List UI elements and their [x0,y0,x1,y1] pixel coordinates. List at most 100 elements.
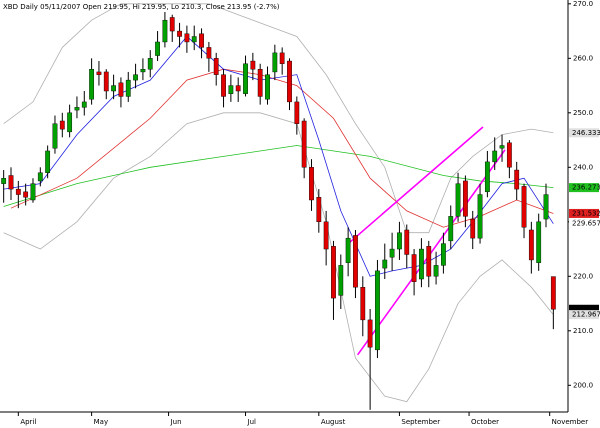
candle-body [8,175,14,190]
price-label-box [569,310,599,320]
candle-body [250,60,256,70]
candle-body [96,71,102,75]
candle-body [462,180,468,217]
candle-body [309,167,314,201]
price-label: 212.967 [572,311,600,319]
y-tick-label: 220.0 [573,272,593,280]
indicator-line [3,145,554,207]
candle-body [397,232,402,250]
candle-body [331,246,336,299]
candle-body [528,229,534,261]
x-tick-label: November [552,418,589,426]
price-label-box [569,304,599,314]
price-label: 213.95 [572,305,597,313]
candle-body [30,183,36,201]
plot-area [1,3,556,410]
candle-body [67,112,73,133]
candle-body [140,69,146,73]
candle-body [345,237,351,263]
candle-body [550,276,556,310]
candle-body [294,101,300,124]
candle-body [404,229,410,255]
candle-body [382,259,388,269]
candle-body [367,319,373,348]
x-tick-label: October [471,418,499,426]
candle-body [191,36,197,43]
candle-body [177,30,182,37]
candle-body [448,216,454,242]
price-label: 246.333 [572,129,600,137]
chart-title: XBD Daily 05/11/2007 Open 219.95, Hi 219… [3,3,280,11]
candle-body [338,265,344,296]
candle-body [514,169,520,190]
candle-body [536,221,542,263]
candle-body [316,197,322,223]
candle-body [389,248,395,258]
candle-body [455,183,461,217]
candle-body [484,161,490,193]
candle-body [301,120,307,168]
price-label: 231.532 [572,209,600,217]
y-tick-label: 210.0 [573,327,593,335]
x-tick-label: May [94,418,108,426]
candle-body [125,79,131,97]
trend-line [348,126,484,244]
y-tick-label: 270.0 [573,0,593,8]
candle-body [492,150,498,163]
candle-body [103,71,109,92]
candle-body [235,85,241,92]
y-tick-label: 200.0 [573,381,593,389]
y-tick-label: 260.0 [573,54,593,62]
candle-body [243,63,248,94]
x-tick-label: Jun [170,418,182,426]
candle-body [59,120,65,130]
candle-body [23,191,29,198]
candle-body [213,58,219,75]
candle-body [221,74,226,97]
indicator-line [3,3,554,234]
candle-body [89,69,95,100]
candle-body [162,19,168,43]
candle-body [279,52,285,64]
candle-body [521,186,527,228]
price-label-box [569,219,599,229]
candle-body [45,150,51,173]
candle-body [15,188,21,195]
candle-body [169,17,175,32]
candle-body [375,270,380,351]
candle-body [470,218,476,239]
x-tick-label: September [401,418,440,426]
price-label: 229.657 [572,220,600,228]
candle-body [426,246,432,277]
candle-body [74,107,80,111]
x-tick-label: August [321,418,346,426]
candle-body [360,287,366,321]
candle-body [419,248,424,280]
candle-body [228,85,234,94]
candle-body [411,254,417,282]
candle-body [323,221,329,250]
price-label-box [569,183,599,193]
candle-body [37,172,43,182]
candle-body [184,33,190,43]
axes: 200.0210.0220.0230.0240.0250.0260.0270.0… [17,0,600,426]
candle-body [206,47,212,59]
candle-body [111,85,117,92]
y-tick-label: 250.0 [573,109,593,117]
candle-body [433,265,439,277]
candle-body [257,69,263,97]
candle-body [353,235,358,288]
indicator-line [10,68,554,228]
candle-body [118,82,124,97]
candle-body [147,58,153,70]
candle-body [506,142,512,168]
price-label: 236.273 [572,184,600,192]
candle-body [441,243,446,266]
candle-body [272,52,278,73]
candle-body [81,101,87,108]
candle-body [155,41,160,56]
candle-body [199,33,204,48]
x-tick-label: April [20,418,36,426]
